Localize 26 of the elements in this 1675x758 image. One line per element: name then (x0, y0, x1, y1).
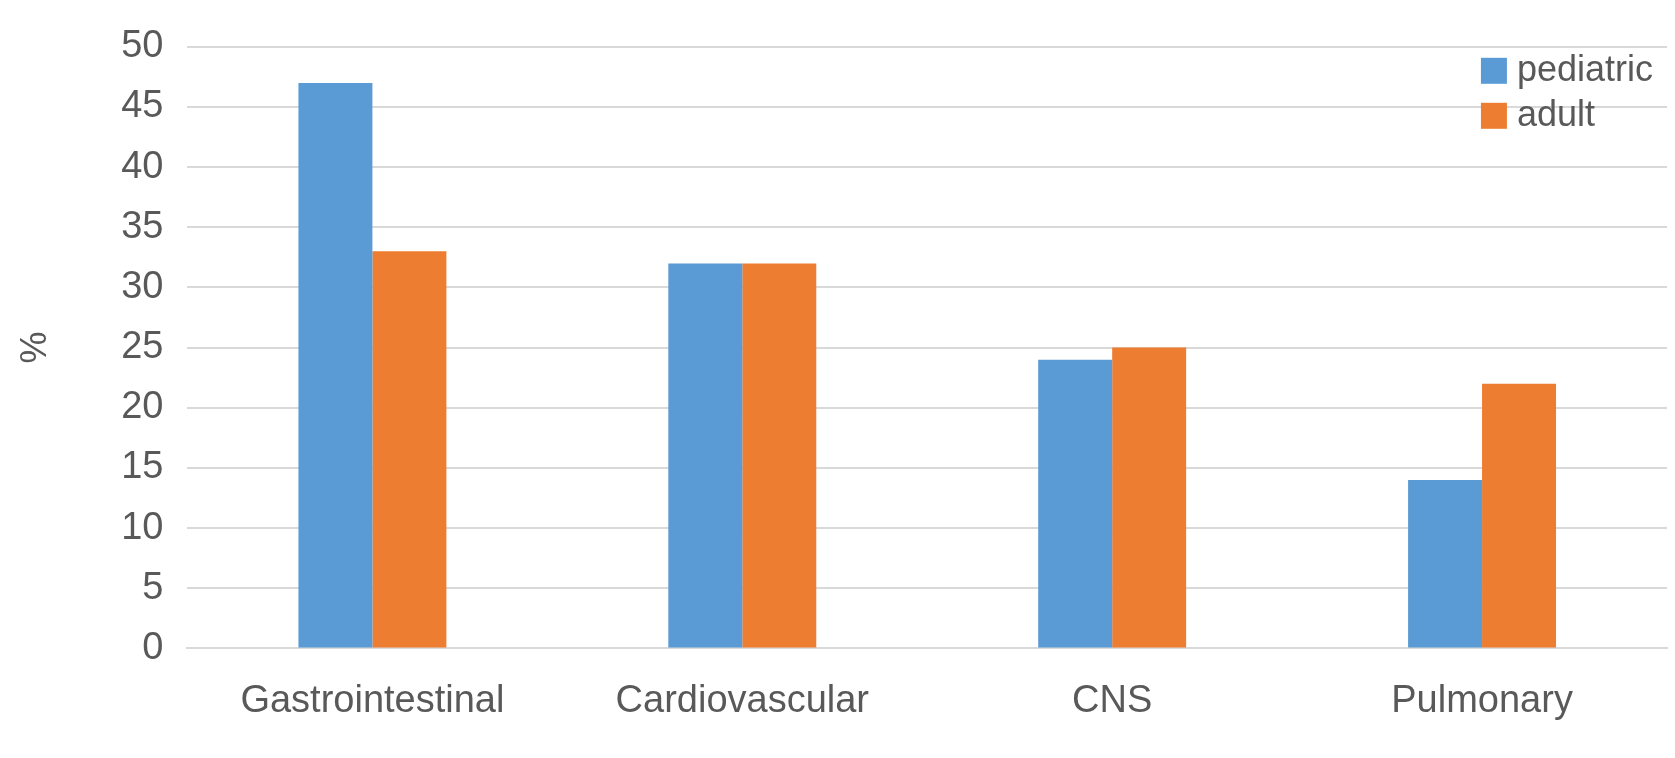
y-tick-label: 50 (121, 23, 164, 66)
x-tick-label: Pulmonary (1391, 677, 1573, 720)
bar (742, 263, 817, 648)
y-tick-label: 10 (121, 504, 164, 547)
y-tick-label: 25 (121, 324, 164, 367)
legend-label: adult (1516, 92, 1596, 134)
bar (1112, 347, 1187, 648)
y-tick-label: 15 (121, 444, 164, 487)
y-tick-label: 45 (121, 83, 164, 126)
y-tick-label: 40 (121, 143, 164, 186)
x-tick-label: Gastrointestinal (240, 677, 505, 720)
y-tick-label: 30 (121, 263, 164, 306)
bar (668, 263, 743, 648)
y-tick-label: 35 (121, 203, 164, 246)
y-tick-label: 0 (142, 624, 164, 667)
y-tick-label: 5 (142, 564, 164, 607)
bar (372, 251, 447, 648)
bar (298, 82, 373, 648)
bar (1408, 479, 1483, 648)
y-tick-label: 20 (121, 384, 164, 427)
x-tick-label: Cardiovascular (615, 677, 870, 720)
legend-label: pediatric (1516, 47, 1654, 89)
bar (1482, 383, 1557, 648)
x-tick-label: CNS (1072, 677, 1153, 720)
y-axis-title: % (12, 331, 54, 364)
bar (1038, 359, 1113, 648)
